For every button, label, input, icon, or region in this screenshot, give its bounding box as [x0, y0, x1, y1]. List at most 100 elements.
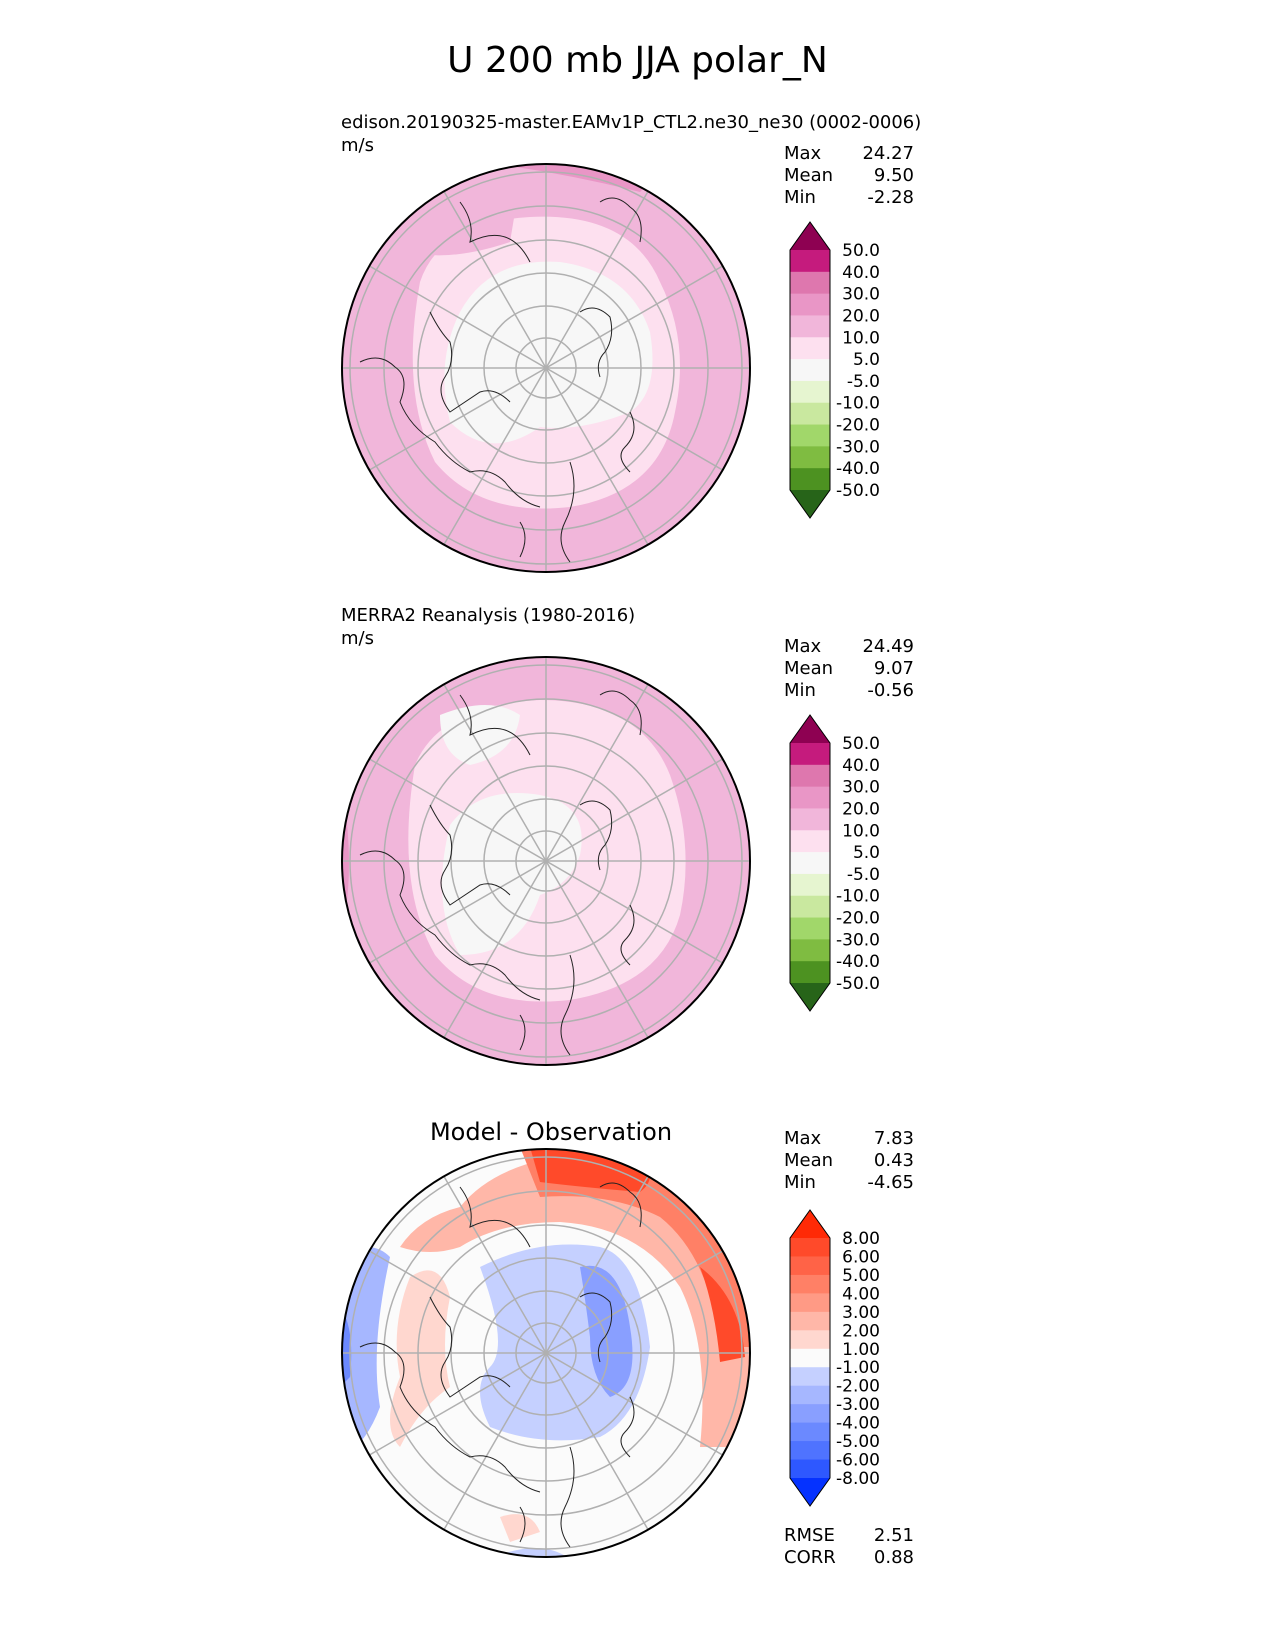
colorbar-tick-label: -5.00	[836, 1432, 880, 1452]
metric-rmse-value: 2.51	[873, 1525, 914, 1546]
colorbar-swatch	[790, 917, 830, 940]
colorbar-tick-label: 40.0	[842, 756, 880, 776]
colorbar-tick-label: 5.0	[853, 843, 880, 863]
coastlines	[359, 197, 642, 563]
colorbar-swatch	[790, 380, 830, 404]
colorbar-swatch	[790, 1256, 830, 1276]
stat-min-label: Min	[784, 187, 816, 208]
map-boundary	[341, 163, 751, 573]
panel-diff-stats: Max 7.83 Mean 0.43 Min -4.65	[784, 1128, 914, 1194]
stat-max-label: Max	[784, 636, 822, 657]
colorbar-tick-label: 30.0	[842, 285, 880, 305]
colorbar-swatch	[790, 1422, 830, 1442]
graticule	[342, 657, 750, 1065]
colorbar-swatch	[790, 1348, 830, 1368]
colorbar-tick-label: 10.0	[842, 328, 880, 348]
stat-min-label: Min	[784, 1172, 816, 1193]
colorbar-tick-label: 5.00	[842, 1266, 880, 1286]
colorbar-tick-label: 20.0	[842, 799, 880, 819]
colorbar-swatch	[790, 743, 830, 766]
colorbar-swatch	[790, 939, 830, 962]
stat-min-value: -2.28	[867, 187, 914, 208]
colorbar-outline	[789, 1209, 831, 1507]
field-zone-5-n	[440, 705, 520, 765]
colorbar-tick-label: 40.0	[842, 263, 880, 283]
metric-corr-value: 0.88	[873, 1547, 914, 1568]
colorbar-tick-label: -1.00	[836, 1358, 880, 1378]
colorbar-tick-label: 30.0	[842, 778, 880, 798]
colorbar-tick-label: -10.0	[836, 887, 880, 907]
colorbar-tick-label: -8.00	[836, 1469, 880, 1489]
panel-diff-title: Model - Observation	[429, 1118, 673, 1146]
positive-anomaly-core	[520, 1149, 750, 1347]
stat-max-value: 24.27	[862, 143, 914, 164]
colorbar-tick-label: -10.0	[836, 394, 880, 414]
colorbar-swatch	[790, 1367, 830, 1387]
stat-min-value: -0.56	[867, 680, 914, 701]
colorbar-swatch	[790, 222, 830, 250]
metric-corr-label: CORR	[784, 1547, 836, 1568]
colorbar-swatch	[790, 1238, 830, 1257]
panel-diff-metrics: RMSE 2.51 CORR 0.88	[784, 1525, 914, 1569]
colorbar-swatch	[790, 468, 830, 491]
colorbar-swatch	[790, 424, 830, 447]
stat-mean-label: Mean	[784, 165, 834, 186]
colorbar-swatch	[790, 1385, 830, 1405]
colorbar-tick-label: 4.00	[842, 1284, 880, 1304]
panel-obs-stats: Max 24.49 Mean 9.07 Min -0.56	[784, 636, 914, 702]
colorbar-tick-label: 8.00	[842, 1229, 880, 1249]
colorbar-swatch	[790, 337, 830, 360]
polar-map-diff	[341, 1148, 751, 1558]
colorbar-swatch	[790, 490, 830, 518]
colorbar-outline	[789, 714, 831, 1012]
colorbar-tick-label: -20.0	[836, 909, 880, 929]
colorbar-tick-label: 5.0	[853, 350, 880, 370]
colorbar-outline	[789, 221, 831, 519]
negative-anomaly-w	[342, 1247, 390, 1457]
colorbar-swatch	[790, 293, 830, 316]
colorbar-model: 50.040.030.020.010.05.0-5.0-10.0-20.0-30…	[789, 221, 880, 519]
stat-max-value: 7.83	[873, 1128, 914, 1149]
colorbar-tick-label: 1.00	[842, 1340, 880, 1360]
colorbar-swatch	[790, 271, 830, 295]
colorbar-swatch	[790, 830, 830, 853]
colorbar-swatch	[790, 1478, 830, 1506]
positive-anomaly-outer	[400, 1152, 750, 1447]
map-boundary	[341, 656, 751, 1066]
colorbar-swatch	[790, 250, 830, 273]
colorbar-swatch	[790, 1210, 830, 1238]
colorbar-obs: 50.040.030.020.010.05.0-5.0-10.0-20.0-30…	[789, 714, 880, 1012]
colorbar-tick-label: -30.0	[836, 437, 880, 457]
colorbar-diff: 8.006.005.004.003.002.001.00-1.00-2.00-3…	[789, 1209, 880, 1507]
colorbar-tick-label: -40.0	[836, 952, 880, 972]
colorbar-tick-label: -4.00	[836, 1414, 880, 1434]
colorbar-tick-label: -50.0	[836, 481, 880, 501]
colorbar-swatch	[790, 786, 830, 809]
colorbar-tick-label: 3.00	[842, 1303, 880, 1323]
colorbar-swatch	[790, 764, 830, 788]
negative-anomaly-center-core	[580, 1265, 633, 1397]
colorbar-swatch	[790, 1274, 830, 1294]
colorbar-tick-label: -50.0	[836, 974, 880, 994]
polar-map-model	[341, 163, 751, 573]
stat-mean-label: Mean	[784, 1150, 834, 1171]
stat-mean-value: 9.07	[873, 658, 914, 679]
colorbar-tick-label: -6.00	[836, 1451, 880, 1471]
colorbar-swatch	[790, 402, 830, 426]
field-zone-20-nw	[400, 167, 520, 256]
positive-anomaly-s	[500, 1514, 540, 1542]
positive-anomaly-w	[390, 1270, 450, 1447]
colorbar-tick-label: 50.0	[842, 734, 880, 754]
stat-max-value: 24.49	[862, 636, 914, 657]
positive-anomaly-max-e	[700, 1267, 745, 1362]
panel-model-title: edison.20190325-master.EAMv1P_CTL2.ne30_…	[341, 112, 922, 133]
colorbar-tick-label: 50.0	[842, 241, 880, 261]
colorbar-tick-label: -5.0	[847, 372, 880, 392]
colorbar-tick-label: -5.0	[847, 865, 880, 885]
coastlines	[359, 690, 642, 1056]
panel-model-units: m/s	[341, 135, 374, 156]
colorbar-swatch	[790, 895, 830, 919]
panel-obs-title: MERRA2 Reanalysis (1980-2016)	[341, 605, 636, 626]
colorbar-swatch	[790, 1293, 830, 1313]
colorbar-tick-label: 2.00	[842, 1321, 880, 1341]
